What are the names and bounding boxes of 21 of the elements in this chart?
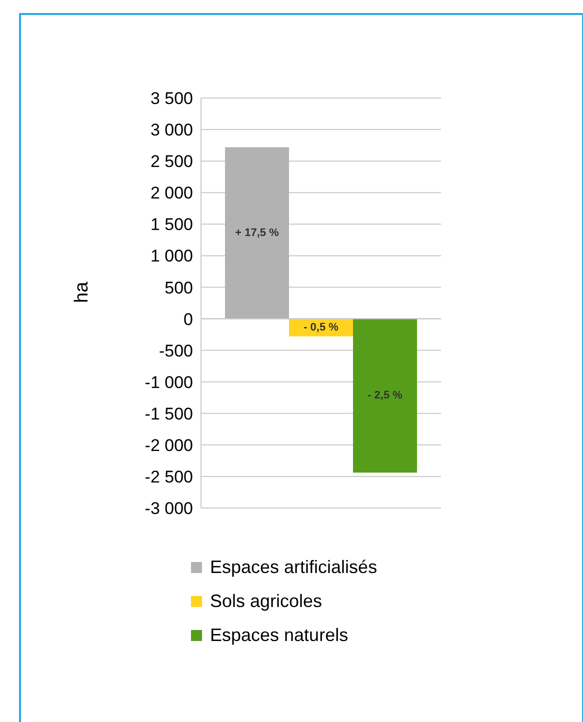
y-axis-title: ha <box>72 281 93 303</box>
y-tick-label: 1 500 <box>150 215 193 234</box>
legend-label: Sols agricoles <box>210 590 322 612</box>
annotation: - 0,5 % <box>304 322 339 334</box>
y-tick-label: 3 500 <box>150 89 193 108</box>
y-tick-label: 0 <box>184 310 193 329</box>
y-tick-label: -1 500 <box>144 404 193 424</box>
y-tick-label: -2 000 <box>144 436 193 455</box>
legend-label: Espaces artificialisés <box>210 556 378 578</box>
y-tick-label: 1 000 <box>150 246 193 266</box>
y-tick-label: 500 <box>164 278 193 298</box>
y-tick-label: -2 500 <box>144 467 193 486</box>
y-tick-label: 3 000 <box>150 120 193 140</box>
y-tick-label: -500 <box>158 341 193 360</box>
annotation: - 2,5 % <box>368 390 403 402</box>
y-tick-label: 2 500 <box>150 152 193 172</box>
annotation: + 17,5 % <box>235 226 280 239</box>
y-tick-label: -3 000 <box>144 499 193 518</box>
y-tick-label: -1 000 <box>144 372 193 392</box>
legend-label: Espaces naturels <box>210 624 348 646</box>
y-tick-label: 2 000 <box>150 184 193 203</box>
